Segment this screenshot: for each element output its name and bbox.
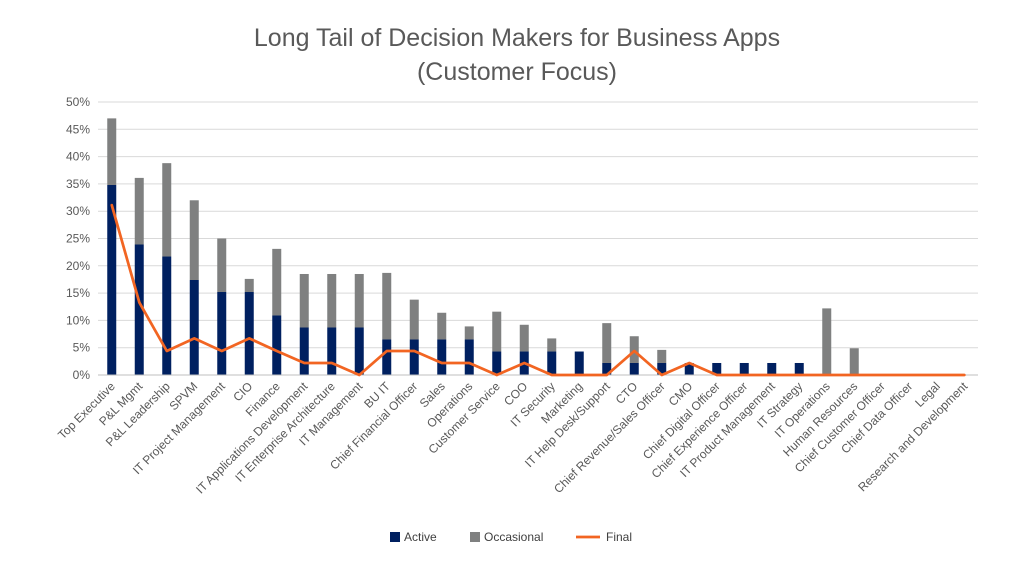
legend-swatch-occasional [470,532,480,542]
bar-occasional [382,272,392,340]
bars [107,118,859,375]
bar-active [244,292,254,375]
bar-active [409,339,419,375]
bar-occasional [849,348,859,375]
chart-title-line-1: Long Tail of Decision Makers for Busines… [254,24,780,52]
bar-occasional [492,311,502,352]
bar-occasional [162,163,172,257]
bar-occasional [189,200,199,280]
y-tick-label: 40% [66,150,90,164]
bar-occasional [822,308,832,375]
y-tick-label: 50% [66,95,90,109]
y-tick-label: 5% [73,341,91,355]
bar-occasional [464,326,474,340]
final-line [110,203,966,377]
bar-occasional [409,299,419,340]
bar-occasional [327,273,337,328]
bar-occasional [217,238,227,293]
bar-active [437,339,447,375]
bar-active [162,256,172,375]
bar-active [299,327,309,375]
bar-occasional [657,349,667,363]
bar-occasional [299,273,309,328]
bar-active [134,244,144,375]
bar-occasional [519,324,529,352]
bar-occasional [354,273,364,328]
bar-active [189,279,199,375]
legend-label-occasional: Occasional [484,530,543,544]
bar-active [739,362,749,375]
bar-occasional [602,323,612,363]
bar-active [602,362,612,375]
bar-active [492,351,502,375]
y-tick-label: 10% [66,313,90,327]
bar-active [354,327,364,375]
bar-active [712,362,722,375]
bar-occasional [547,338,557,352]
bar-active [272,315,282,375]
bar-active [629,362,639,375]
bar-active [684,362,694,375]
legend-label-active: Active [404,530,437,544]
y-tick-label: 20% [66,259,90,273]
bar-active [217,292,227,375]
y-axis-ticks: 0% 5% 10% 15% 20% 25% 30% 35% 40% 45% 50% [66,95,90,382]
bar-active [767,362,777,375]
chart-title-line-2: (Customer Focus) [417,58,617,86]
bar-occasional [437,312,447,340]
bar-occasional [107,118,117,185]
bar-active [382,339,392,375]
y-tick-label: 35% [66,177,90,191]
bar-occasional [134,177,144,245]
series-line-final [110,203,966,377]
gridlines [98,101,978,349]
legend-label-final: Final [606,530,632,544]
y-tick-label: 45% [66,122,90,136]
bar-occasional [629,336,639,363]
y-tick-label: 15% [66,286,90,300]
y-tick-label: 30% [66,204,90,218]
bar-active [327,327,337,375]
bar-active [464,339,474,375]
bar-active [657,362,667,375]
legend: Active Occasional Final [390,530,632,544]
y-tick-label: 25% [66,232,90,246]
bar-occasional [272,248,282,316]
bar-occasional [244,278,254,293]
bar-active [547,351,557,375]
bar-active [574,351,584,375]
bar-active [107,184,117,375]
y-tick-label: 0% [73,368,91,382]
legend-swatch-active [390,532,400,542]
bar-active [794,362,804,375]
